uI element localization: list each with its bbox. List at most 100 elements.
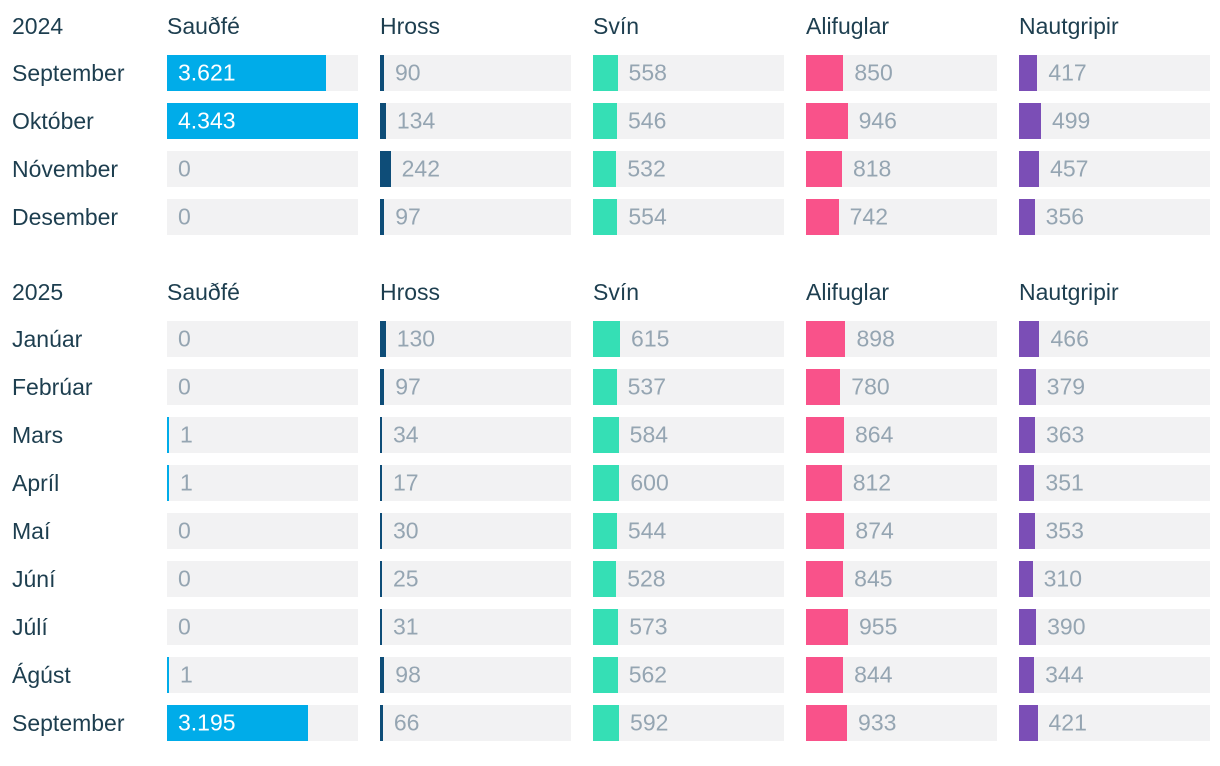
bar-value-label: 544 xyxy=(627,517,667,544)
table-row: Febrúar 0 97 537 780 379 xyxy=(12,369,1220,405)
bar-value-label: 554 xyxy=(628,203,667,230)
bar-value-label: 457 xyxy=(1050,155,1089,182)
bar-value-label: 573 xyxy=(629,613,668,640)
bar-value-label: 3.621 xyxy=(178,59,236,86)
column-header-nautgripir: Nautgripir xyxy=(1019,279,1119,305)
bar-value-label: 363 xyxy=(1045,421,1085,448)
bar-track-alifuglar: 812 xyxy=(806,465,997,501)
bar-nautgripir xyxy=(1019,465,1035,501)
bar-nautgripir xyxy=(1019,199,1035,235)
bar-track-alifuglar: 955 xyxy=(806,609,997,645)
bar-track-alifuglar: 780 xyxy=(806,369,997,405)
bar-alifuglar xyxy=(806,705,848,741)
bar-track-nautgripir: 363 xyxy=(1019,417,1210,453)
month-label: Október xyxy=(12,107,94,134)
year-table-2024: 2024 Sauðfé Hross Svín Alifuglar Nautgripir Se… xyxy=(12,12,1220,235)
table-header-row: 2025 Sauðfé Hross Svín Alifuglar Nautgripir xyxy=(12,278,1220,307)
column-header-hross: Hross xyxy=(380,13,441,39)
bar-track-hross: 130 xyxy=(380,321,571,357)
bar-value-label: 17 xyxy=(393,469,419,496)
month-label: Maí xyxy=(12,517,51,544)
bar-track-hross: 30 xyxy=(380,513,571,549)
bar-alifuglar xyxy=(806,561,844,597)
bar-track-hross: 31 xyxy=(380,609,571,645)
bar-value-label: 0 xyxy=(178,155,191,182)
column-header-nautgripir: Nautgripir xyxy=(1019,13,1119,39)
bar-value-label: 528 xyxy=(627,565,666,592)
bar-value-label: 379 xyxy=(1046,373,1086,400)
month-label: Júní xyxy=(12,565,56,592)
bar-nautgripir xyxy=(1019,103,1041,139)
bar-svin xyxy=(593,151,617,187)
bar-track-nautgripir: 344 xyxy=(1019,657,1210,693)
bar-track-svin: 615 xyxy=(593,321,784,357)
bar-track-saudfe: 1 xyxy=(167,657,358,693)
bar-track-saudfe: 1 xyxy=(167,417,358,453)
bar-value-label: 780 xyxy=(851,373,890,400)
bar-svin xyxy=(593,657,618,693)
table-row: September 3.621 90 558 850 417 xyxy=(12,55,1220,91)
bar-hross xyxy=(380,151,391,187)
bar-value-label: 356 xyxy=(1045,203,1085,230)
bar-track-saudfe: 0 xyxy=(167,561,358,597)
bar-alifuglar xyxy=(806,55,844,91)
bar-value-label: 90 xyxy=(394,59,421,86)
column-header-svin: Svín xyxy=(593,13,640,39)
month-label: Janúar xyxy=(12,325,83,352)
bar-track-saudfe: 0 xyxy=(167,321,358,357)
bar-track-nautgripir: 356 xyxy=(1019,199,1210,235)
bar-value-label: 421 xyxy=(1048,709,1087,736)
bar-track-nautgripir: 466 xyxy=(1019,321,1210,357)
bar-value-label: 4.343 xyxy=(178,107,236,134)
month-label: Apríl xyxy=(12,469,60,496)
bar-track-hross: 134 xyxy=(380,103,571,139)
bar-value-label: 417 xyxy=(1048,59,1087,86)
bar-value-label: 532 xyxy=(627,155,666,182)
bar-hross xyxy=(380,657,385,693)
bar-svin xyxy=(593,705,620,741)
bar-svin xyxy=(593,561,617,597)
bar-value-label: 310 xyxy=(1043,565,1082,592)
bar-saudfe xyxy=(167,657,169,693)
bar-value-label: 353 xyxy=(1045,517,1084,544)
bar-track-svin: 532 xyxy=(593,151,784,187)
table-row: Nóvember 0 242 532 818 457 xyxy=(12,151,1220,187)
table-row: Október 4.343 134 546 946 499 xyxy=(12,103,1220,139)
column-header-hross: Hross xyxy=(380,279,441,305)
column-header-alifuglar: Alifuglar xyxy=(806,279,890,305)
bar-nautgripir xyxy=(1019,705,1038,741)
bar-svin xyxy=(593,103,617,139)
bar-hross xyxy=(380,103,386,139)
bar-track-hross: 34 xyxy=(380,417,571,453)
bar-track-nautgripir: 421 xyxy=(1019,705,1210,741)
bar-saudfe xyxy=(167,465,169,501)
month-label: Júlí xyxy=(12,613,48,640)
bar-alifuglar xyxy=(806,657,844,693)
bar-value-label: 812 xyxy=(852,469,892,496)
bar-value-label: 874 xyxy=(855,517,894,544)
bar-alifuglar xyxy=(806,513,845,549)
bar-track-nautgripir: 457 xyxy=(1019,151,1210,187)
table-row: Júní 0 25 528 845 310 xyxy=(12,561,1220,597)
month-label: Febrúar xyxy=(12,373,93,400)
bar-track-svin: 558 xyxy=(593,55,784,91)
table-row: Apríl 1 17 600 812 351 xyxy=(12,465,1220,501)
bar-value-label: 864 xyxy=(854,421,894,448)
bar-alifuglar xyxy=(806,609,848,645)
bar-track-hross: 90 xyxy=(380,55,571,91)
bar-track-alifuglar: 742 xyxy=(806,199,997,235)
bar-value-label: 742 xyxy=(849,203,888,230)
bar-hross xyxy=(380,369,385,405)
bar-nautgripir xyxy=(1019,417,1035,453)
bar-track-saudfe: 0 xyxy=(167,199,358,235)
bar-track-svin: 592 xyxy=(593,705,784,741)
bar-nautgripir xyxy=(1019,609,1037,645)
bar-saudfe xyxy=(167,103,358,139)
bar-value-label: 558 xyxy=(628,59,667,86)
bar-hross xyxy=(380,199,385,235)
bar-svin xyxy=(593,609,619,645)
bar-value-label: 242 xyxy=(401,155,441,182)
bar-value-label: 1 xyxy=(180,469,193,496)
bar-nautgripir xyxy=(1019,369,1036,405)
bar-value-label: 850 xyxy=(854,59,893,86)
